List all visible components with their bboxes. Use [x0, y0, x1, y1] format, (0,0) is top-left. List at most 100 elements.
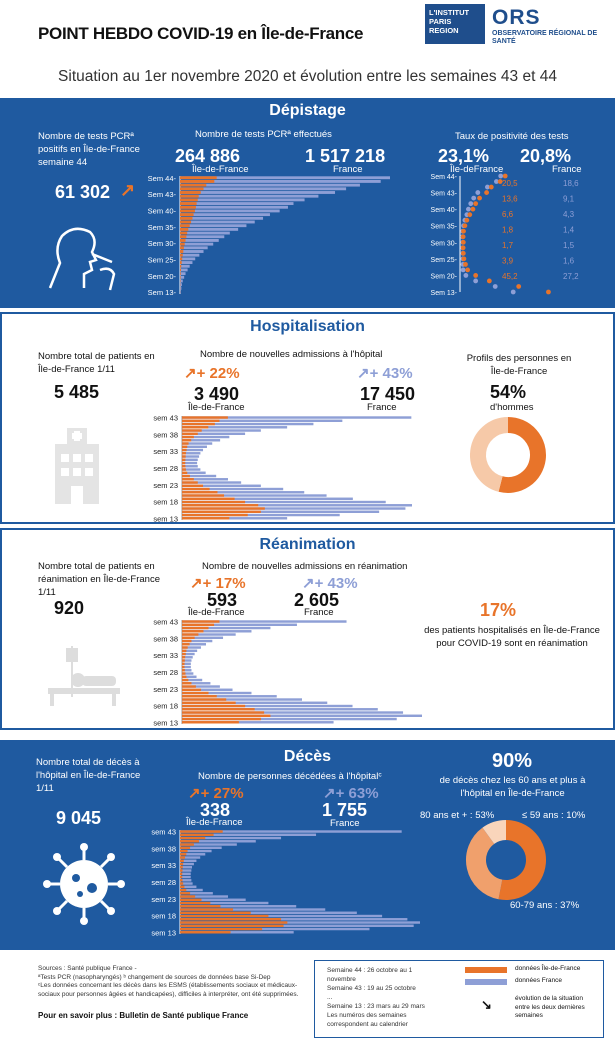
- bar-france: [182, 481, 242, 484]
- bar-france: [182, 711, 404, 714]
- rea-right-text: des patients hospitalisés en Île-de-Fran…: [424, 625, 600, 649]
- bar-idf: [182, 458, 186, 461]
- bar-france: [182, 439, 221, 442]
- tick-label: sem 23: [153, 685, 178, 694]
- bar-france: [180, 885, 197, 888]
- rate-fr-label: 4,3: [563, 210, 575, 219]
- tick-label: sem 43: [153, 618, 178, 627]
- rea-title: Réanimation: [259, 536, 356, 553]
- bar-idf: [180, 872, 183, 875]
- age-donut-chart: [466, 820, 546, 900]
- bar-idf: [182, 510, 261, 513]
- point-idf: [463, 261, 468, 267]
- bar-idf: [180, 853, 187, 856]
- bar-france: [180, 264, 190, 268]
- depistage-left-label: Nombre de tests PCRª positifs en Île-de-…: [38, 131, 140, 168]
- bar-idf: [182, 682, 192, 685]
- deces-fr-label: France: [330, 818, 360, 829]
- point-idf: [460, 239, 466, 245]
- bar-france: [182, 487, 284, 491]
- bar-idf: [182, 646, 188, 649]
- bar-idf: [180, 194, 199, 198]
- tick-label: sem 13: [153, 514, 178, 523]
- hospitalisation-section: Hospitalisation Nombre total de patients…: [0, 312, 615, 524]
- virus-icon: [43, 843, 125, 925]
- bar-france: [182, 704, 353, 708]
- bar-france: [182, 636, 224, 639]
- rate-idf-label: Île-deFrance: [450, 164, 504, 175]
- bar-france: [180, 220, 255, 224]
- bar-france: [182, 507, 406, 510]
- bar-idf: [180, 198, 198, 202]
- deces-fr-evo: ↗+ 63%: [323, 785, 379, 802]
- bar-idf: [180, 924, 284, 927]
- hospital-icon: [55, 428, 99, 504]
- bar-france: [182, 656, 193, 659]
- bar-france: [182, 416, 412, 419]
- bar-idf: [182, 669, 185, 672]
- bar-france: [182, 646, 201, 649]
- point-idf: [461, 228, 466, 234]
- bar-france: [182, 429, 261, 432]
- deces-idf-evo: ↗+ 27%: [188, 785, 244, 802]
- bar-france: [182, 652, 195, 656]
- bar-idf: [180, 216, 193, 220]
- bar-france: [180, 183, 360, 187]
- tick-label: sem 38: [153, 430, 178, 439]
- bar-france: [180, 862, 194, 866]
- deces-left-value: 9 045: [56, 808, 102, 828]
- footer-notes: Sources : Santé publique France - ªTests…: [38, 965, 303, 999]
- point-france: [492, 284, 498, 289]
- bar-france: [180, 235, 225, 239]
- bar-france: [182, 672, 194, 675]
- rate-tick-label: Sem 44-: [431, 174, 458, 181]
- tick-label: sem 13: [153, 718, 178, 727]
- point-idf: [460, 234, 466, 240]
- bar-idf: [182, 416, 228, 419]
- bar-idf: [180, 927, 263, 931]
- tests-idf-label: Île-de-France: [192, 164, 249, 175]
- hosp-idf-evo-text: + 22%: [196, 365, 240, 382]
- bar-idf: [180, 235, 187, 239]
- bar-france: [180, 905, 297, 908]
- bar-idf: [182, 481, 198, 484]
- hosp-right-sub: d'hommes: [490, 402, 534, 413]
- donut-label-80: 80 ans et + : 53%: [420, 810, 495, 821]
- bar-idf: [182, 461, 186, 465]
- bar-france: [182, 478, 228, 481]
- bar-france: [182, 695, 277, 698]
- bar-idf: [180, 866, 183, 869]
- bar-france: [180, 892, 213, 895]
- hosp-fr-value: 17 450: [360, 384, 416, 404]
- bar-france: [180, 924, 414, 927]
- bar-france: [180, 846, 222, 849]
- bar-france: [180, 836, 282, 840]
- bar-france: [180, 279, 183, 283]
- point-france: [460, 267, 466, 273]
- depistage-title: Dépistage: [269, 102, 346, 119]
- bar-idf: [182, 623, 215, 626]
- bar-idf: [182, 633, 199, 636]
- bar-france: [180, 246, 208, 250]
- ors-logo-sub: OBSERVATOIRE RÉGIONAL DE SANTÉ: [492, 30, 598, 45]
- bar-france: [180, 187, 347, 191]
- tick-label: sem 43: [151, 828, 176, 837]
- bar-france: [180, 872, 191, 875]
- donut-label-59: ≤ 59 ans : 10%: [522, 810, 586, 821]
- bar-france: [180, 853, 206, 856]
- bar-france: [180, 921, 420, 924]
- footer-more-link[interactable]: Pour en savoir plus : Bulletin de Santé …: [38, 1011, 249, 1020]
- bar-idf: [180, 888, 187, 892]
- bar-idf: [182, 491, 218, 494]
- rea-fr-evo: ↗+ 43%: [302, 575, 358, 592]
- rate-fr-label: France: [552, 164, 582, 175]
- bar-france: [182, 435, 230, 439]
- bar-idf: [180, 846, 191, 849]
- rea-left-label: Nombre total de patients en réanimation …: [38, 561, 160, 598]
- bar-idf: [180, 231, 188, 235]
- donut-slice: [466, 827, 503, 900]
- rate-idf-label: 6,6: [502, 210, 514, 219]
- donut-slice: [470, 417, 509, 492]
- bar-france: [182, 442, 213, 445]
- point-idf: [488, 184, 494, 190]
